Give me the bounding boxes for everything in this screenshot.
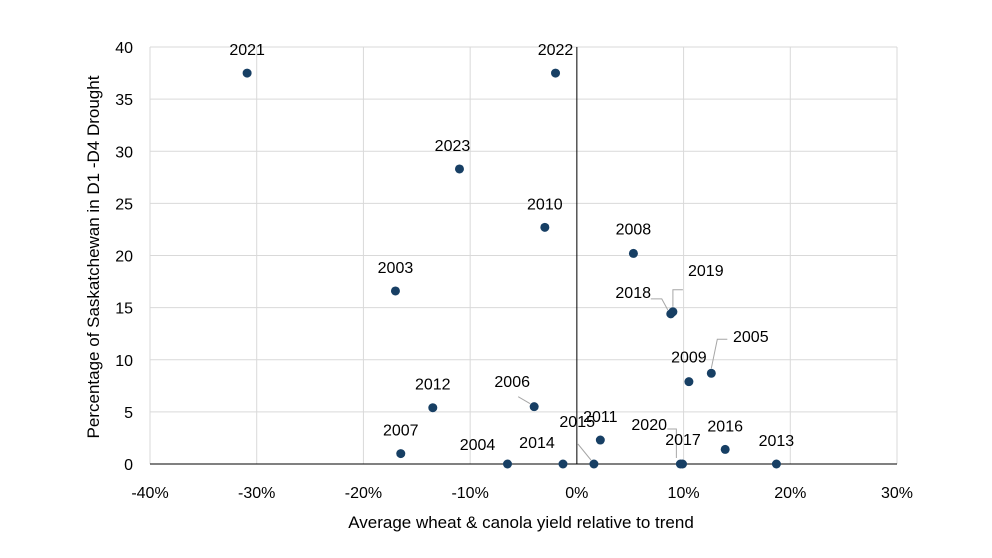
data-labels: 2021 2022 2023 2010 2008 2003 2019 2018 2005 2009… <box>229 42 794 454</box>
data-label-2023: 2023 <box>435 138 471 155</box>
data-label-2013: 2013 <box>759 433 795 450</box>
label-leader-lines <box>517 289 728 461</box>
y-axis-title: Percentage of Saskatchewan in D1 -D4 Dro… <box>84 75 103 438</box>
data-point-2013 <box>771 459 781 469</box>
data-label-2004: 2004 <box>460 437 496 454</box>
data-point-2023 <box>454 164 464 174</box>
data-point-2021 <box>242 68 252 78</box>
data-label-2007: 2007 <box>383 423 419 440</box>
y-tick-label: 35 <box>115 92 133 109</box>
leader-line-2015 <box>577 443 592 461</box>
data-label-2005: 2005 <box>733 329 769 346</box>
data-point-2017 <box>678 459 688 469</box>
y-tick-label: 10 <box>115 353 133 370</box>
data-point-2016 <box>720 444 730 454</box>
data-label-2014: 2014 <box>519 435 555 452</box>
x-tick-label: 10% <box>668 485 700 502</box>
data-label-2012: 2012 <box>415 377 451 394</box>
y-tick-label: 40 <box>115 40 133 57</box>
data-point-2004 <box>502 459 512 469</box>
data-label-2016: 2016 <box>707 418 743 435</box>
gridlines <box>149 46 898 464</box>
y-tick-label: 20 <box>115 249 133 266</box>
data-label-2010: 2010 <box>527 196 563 213</box>
data-label-2009: 2009 <box>671 350 707 367</box>
data-label-2022: 2022 <box>538 42 574 59</box>
data-label-2008: 2008 <box>616 221 652 238</box>
data-point-2007 <box>396 449 406 459</box>
data-point-2006 <box>529 402 539 412</box>
y-tick-label: 30 <box>115 144 133 161</box>
x-tick-label: -20% <box>345 485 382 502</box>
y-tick-label: 15 <box>115 301 133 318</box>
data-point-2018 <box>666 309 676 319</box>
data-point-2014 <box>558 459 568 469</box>
leader-line-2020 <box>667 428 677 458</box>
data-label-2006: 2006 <box>494 374 530 391</box>
x-axis-title: Average wheat & canola yield relative to… <box>348 513 694 532</box>
data-label-2018: 2018 <box>615 285 651 302</box>
data-label-2003: 2003 <box>378 260 414 277</box>
data-point-2010 <box>540 222 550 232</box>
x-tick-label: -40% <box>131 485 168 502</box>
data-point-2008 <box>628 248 638 258</box>
data-label-2015: 2015 <box>559 414 595 431</box>
y-tick-label: 0 <box>124 457 133 474</box>
data-point-2022 <box>551 68 561 78</box>
x-tick-label: 0% <box>565 485 588 502</box>
y-tick-label: 5 <box>124 405 133 422</box>
tick-labels: -40% -30% -20% -10% 0% 10% 20% 30% 0 5 10 15 20 25 30 3… <box>115 40 913 502</box>
data-label-2021: 2021 <box>229 42 265 59</box>
data-point-2011 <box>595 435 605 445</box>
data-points <box>242 68 781 469</box>
x-tick-label: 30% <box>881 485 913 502</box>
x-tick-label: 20% <box>774 485 806 502</box>
data-point-2012 <box>428 403 438 413</box>
leader-line-2005 <box>710 338 728 369</box>
data-point-2005 <box>706 368 716 378</box>
data-label-2011: 2011 <box>583 409 618 426</box>
data-label-2019: 2019 <box>688 263 724 280</box>
x-tick-label: -10% <box>451 485 488 502</box>
leader-line-2006 <box>517 396 531 405</box>
data-point-2003 <box>390 286 400 296</box>
data-point-2015 <box>589 459 599 469</box>
leader-line-2019 <box>672 289 683 307</box>
data-label-2020: 2020 <box>631 417 667 434</box>
x-tick-label: -30% <box>238 485 275 502</box>
y-tick-label: 25 <box>115 196 133 213</box>
data-point-2009 <box>684 377 694 387</box>
leader-line-2018 <box>650 298 669 311</box>
data-label-2017: 2017 <box>665 432 701 449</box>
